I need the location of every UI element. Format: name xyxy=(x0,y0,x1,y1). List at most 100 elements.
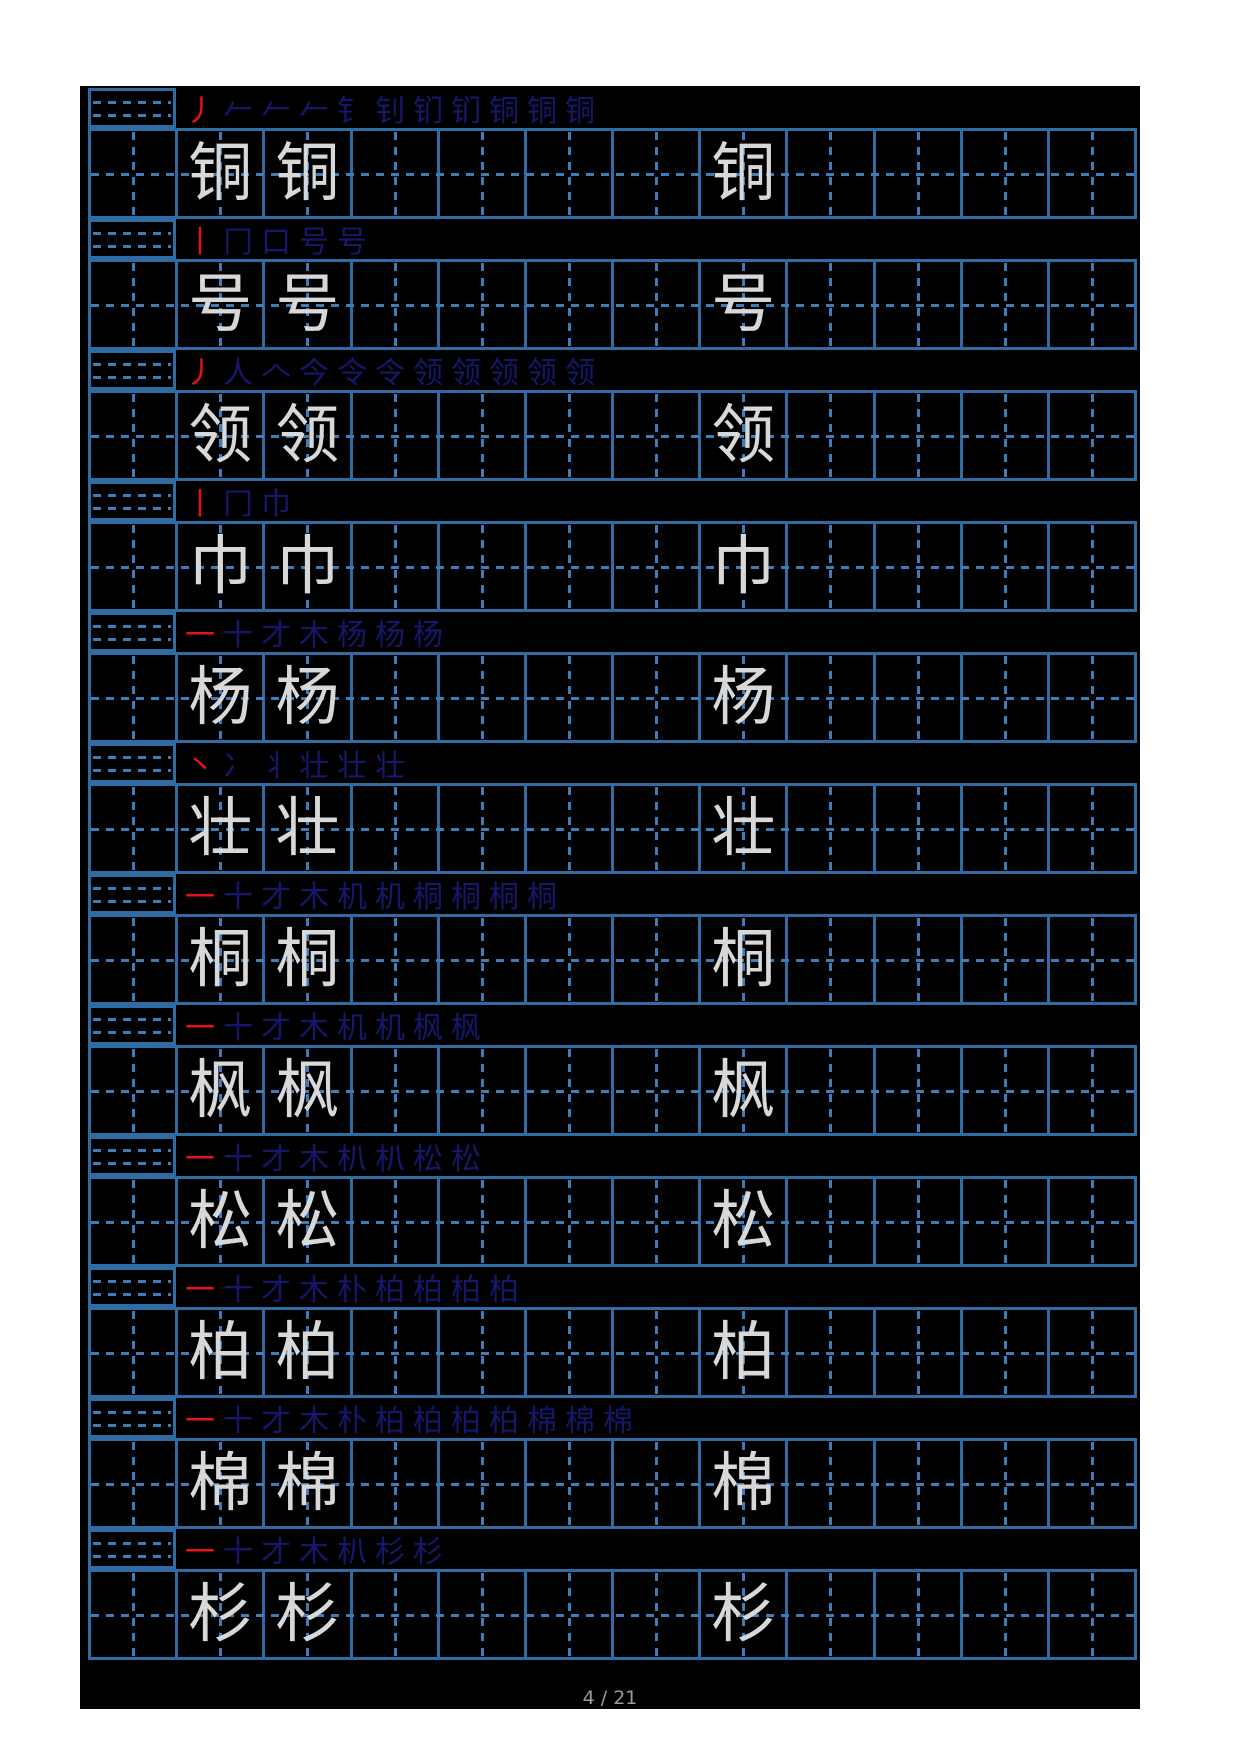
mini-guide-cell xyxy=(88,1005,176,1045)
cell-center-dash-line xyxy=(567,394,571,477)
stroke-step: 柏 xyxy=(489,1273,519,1308)
model-character: 松 xyxy=(275,1184,340,1259)
cell-center-dash-line xyxy=(132,394,136,477)
cell-center-dash-line xyxy=(480,656,484,739)
practice-cell: 巾 xyxy=(698,524,785,609)
cell-center-dash-line xyxy=(1003,918,1007,1001)
model-character: 枫 xyxy=(275,1053,340,1128)
practice-cell xyxy=(872,1572,960,1657)
practice-row: 号号号 xyxy=(88,259,1137,350)
practice-cell xyxy=(959,1310,1047,1395)
practice-cell xyxy=(872,1441,960,1526)
practice-cell xyxy=(523,786,611,871)
practice-row: 巾巾巾 xyxy=(88,521,1137,612)
cell-center-dash-line xyxy=(480,394,484,477)
practice-cell xyxy=(91,1310,175,1395)
practice-cell xyxy=(611,262,698,347)
cell-center-dash-line xyxy=(1003,132,1007,215)
practice-cell xyxy=(1046,1310,1134,1395)
practice-cell xyxy=(436,262,524,347)
practice-cell: 松 xyxy=(175,1179,262,1264)
cell-center-dash-line xyxy=(916,1442,920,1525)
stroke-step: 才 xyxy=(261,1404,291,1439)
model-character: 领 xyxy=(711,398,776,473)
stroke-step: 杨 xyxy=(337,618,367,653)
practice-cell xyxy=(1046,1441,1134,1526)
practice-block: 一十才木机机桐桐桐桐 桐桐桐 xyxy=(88,874,1137,1005)
practice-cell xyxy=(523,1572,611,1657)
practice-cell xyxy=(91,786,175,871)
cell-center-dash-line xyxy=(1003,1442,1007,1525)
practice-cell xyxy=(611,786,698,871)
model-character: 铜 xyxy=(275,136,340,211)
cell-center-dash-line xyxy=(480,1180,484,1263)
practice-row: 棉棉棉 xyxy=(88,1438,1137,1529)
practice-cell: 杨 xyxy=(262,655,349,740)
practice-cell: 柏 xyxy=(698,1310,785,1395)
practice-cell: 巾 xyxy=(262,524,349,609)
stroke-step: 才 xyxy=(261,1273,291,1308)
practice-cell xyxy=(349,1048,437,1133)
stroke-step: 才 xyxy=(261,618,291,653)
cell-center-dash-line xyxy=(916,787,920,870)
stroke-step: 人 xyxy=(223,356,253,391)
stroke-order-strip: 一十才木朴柏柏柏柏棉棉棉 xyxy=(88,1398,1137,1439)
cell-center-dash-line xyxy=(567,1573,571,1656)
stroke-step: 领 xyxy=(565,356,595,391)
practice-cell: 领 xyxy=(698,393,785,478)
practice-cell xyxy=(785,1572,872,1657)
practice-cell xyxy=(872,524,960,609)
practice-cell: 棉 xyxy=(698,1441,785,1526)
cell-center-dash-line xyxy=(567,1049,571,1132)
model-character: 杉 xyxy=(711,1577,776,1652)
stroke-order-strip: 一十才木机机桐桐桐桐 xyxy=(88,874,1137,915)
model-character: 桐 xyxy=(711,922,776,997)
practice-cell xyxy=(436,1441,524,1526)
cell-center-dash-line xyxy=(829,394,833,477)
guide-dash-line xyxy=(93,887,171,890)
cell-center-dash-line xyxy=(829,1573,833,1656)
practice-block: 丨冂口号号 号号号 xyxy=(88,219,1137,350)
cell-center-dash-line xyxy=(1003,1311,1007,1394)
cell-center-dash-line xyxy=(916,1180,920,1263)
guide-dash-line xyxy=(93,494,171,497)
practice-row: 壮壮壮 xyxy=(88,783,1137,874)
stroke-step: 机 xyxy=(337,880,367,915)
cell-center-dash-line xyxy=(132,1180,136,1263)
practice-cell xyxy=(872,1048,960,1133)
model-character: 杨 xyxy=(188,660,253,735)
stroke-step: 一 xyxy=(185,1535,215,1570)
cell-center-dash-line xyxy=(480,1573,484,1656)
guide-dash-line xyxy=(93,1018,171,1021)
practice-cell: 铜 xyxy=(175,131,262,216)
practice-cell xyxy=(436,655,524,740)
stroke-step: 十 xyxy=(223,618,253,653)
cell-center-dash-line xyxy=(132,787,136,870)
stroke-step: 桐 xyxy=(451,880,481,915)
model-character: 领 xyxy=(275,398,340,473)
practice-cell xyxy=(436,917,524,1002)
cell-center-dash-line xyxy=(916,263,920,346)
cell-center-dash-line xyxy=(567,263,571,346)
practice-cell xyxy=(959,262,1047,347)
cell-center-dash-line xyxy=(567,132,571,215)
practice-cell xyxy=(872,1310,960,1395)
stroke-order-sequence: 一十才木朳朳松松 xyxy=(185,1142,481,1178)
practice-cell xyxy=(872,131,960,216)
stroke-step: 巾 xyxy=(261,487,291,522)
practice-cell xyxy=(523,917,611,1002)
guide-dash-line xyxy=(93,1411,171,1414)
stroke-step: 松 xyxy=(451,1142,481,1177)
cell-center-dash-line xyxy=(567,1442,571,1525)
cell-center-dash-line xyxy=(393,1180,397,1263)
practice-block: 丨冂巾 巾巾巾 xyxy=(88,481,1137,612)
guide-dash-line xyxy=(93,114,171,117)
cell-center-dash-line xyxy=(480,918,484,1001)
cell-center-dash-line xyxy=(655,1442,659,1525)
mini-guide-cell xyxy=(88,1529,176,1569)
practice-cell xyxy=(436,393,524,478)
cell-center-dash-line xyxy=(829,1311,833,1394)
